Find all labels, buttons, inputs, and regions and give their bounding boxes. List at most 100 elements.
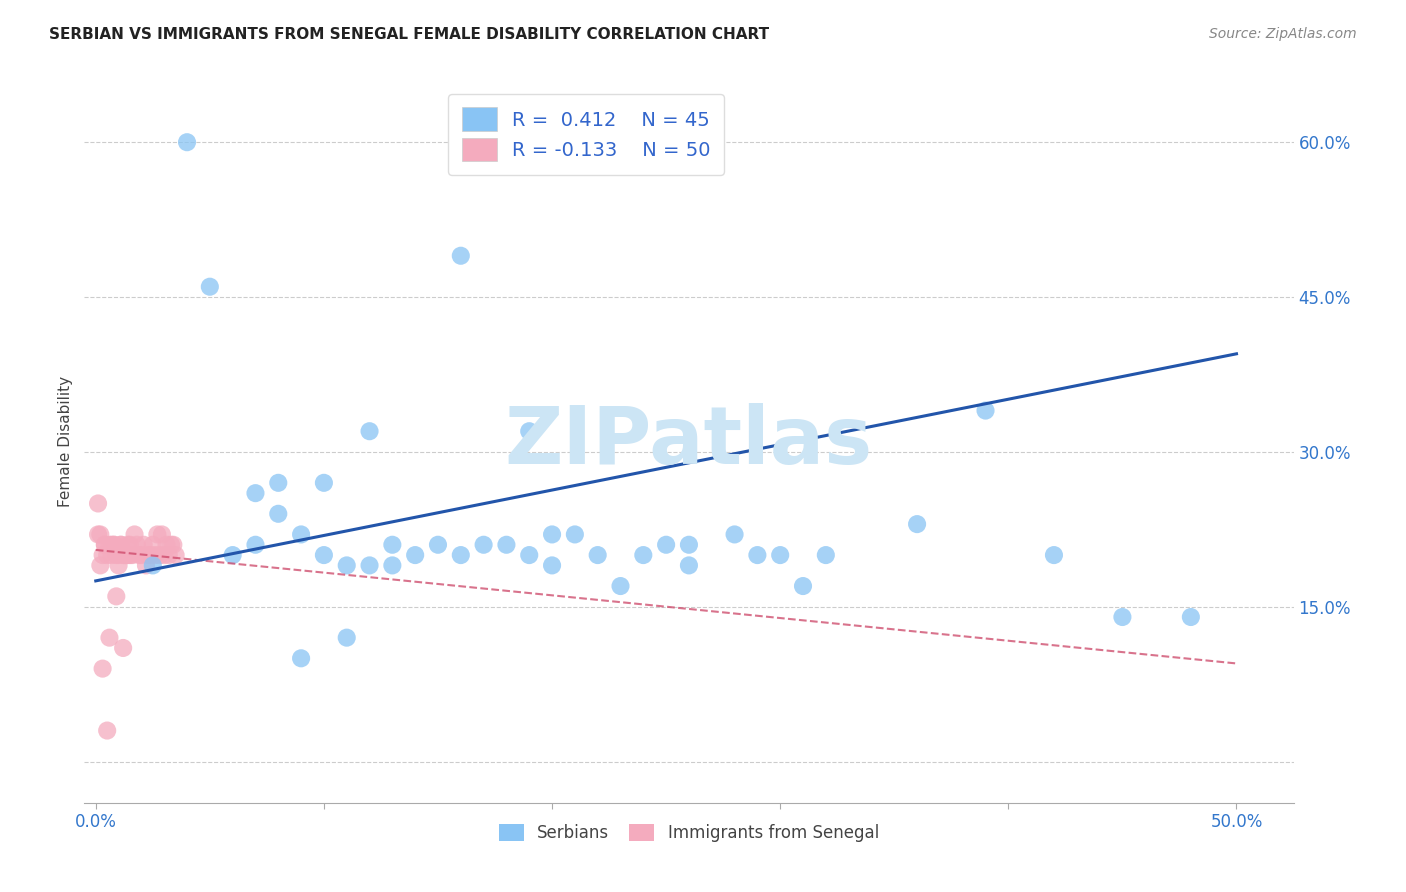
Point [107, 558, 129, 573]
Point [98, 538, 121, 552]
Y-axis label: Female Disability: Female Disability [58, 376, 73, 508]
Point [290, 651, 312, 665]
Point [131, 548, 153, 562]
Point [112, 548, 135, 562]
Point [814, 548, 837, 562]
Point [117, 538, 139, 552]
Point [450, 249, 472, 263]
Point [221, 548, 243, 562]
Point [381, 558, 404, 573]
Point [118, 548, 141, 562]
Point [103, 538, 125, 552]
Point [153, 548, 176, 562]
Point [100, 538, 122, 552]
Point [105, 548, 128, 562]
Point [91, 662, 114, 676]
Point [792, 579, 814, 593]
Point [94, 538, 117, 552]
Text: ZIPatlas: ZIPatlas [505, 402, 873, 481]
Text: SERBIAN VS IMMIGRANTS FROM SENEGAL FEMALE DISABILITY CORRELATION CHART: SERBIAN VS IMMIGRANTS FROM SENEGAL FEMAL… [49, 27, 769, 42]
Point [96, 723, 118, 738]
Point [103, 538, 125, 552]
Point [114, 548, 136, 562]
Point [118, 538, 141, 552]
Point [160, 538, 183, 552]
Point [905, 517, 928, 532]
Point [541, 558, 564, 573]
Point [87, 496, 110, 510]
Point [139, 548, 162, 562]
Point [609, 579, 631, 593]
Point [1043, 548, 1066, 562]
Point [98, 631, 121, 645]
Point [1111, 610, 1133, 624]
Point [427, 538, 450, 552]
Point [162, 538, 184, 552]
Point [114, 548, 136, 562]
Point [105, 590, 128, 604]
Point [267, 475, 290, 490]
Point [143, 548, 166, 562]
Point [586, 548, 609, 562]
Point [678, 558, 700, 573]
Point [107, 548, 129, 562]
Point [165, 548, 187, 562]
Point [472, 538, 495, 552]
Point [245, 538, 267, 552]
Point [135, 558, 157, 573]
Point [150, 527, 173, 541]
Point [142, 558, 165, 573]
Point [117, 548, 139, 562]
Point [146, 527, 169, 541]
Point [336, 558, 359, 573]
Point [132, 538, 155, 552]
Point [94, 538, 117, 552]
Point [128, 548, 150, 562]
Point [96, 548, 118, 562]
Legend: Serbians, Immigrants from Senegal: Serbians, Immigrants from Senegal [492, 817, 886, 848]
Point [91, 548, 114, 562]
Point [769, 548, 792, 562]
Point [359, 424, 381, 438]
Point [89, 527, 111, 541]
Point [267, 507, 290, 521]
Point [495, 538, 517, 552]
Point [110, 538, 132, 552]
Point [404, 548, 426, 562]
Point [747, 548, 769, 562]
Point [125, 538, 148, 552]
Point [124, 527, 146, 541]
Point [87, 527, 110, 541]
Point [541, 527, 564, 541]
Point [142, 538, 165, 552]
Point [381, 538, 404, 552]
Point [149, 548, 172, 562]
Point [517, 548, 540, 562]
Point [633, 548, 655, 562]
Point [450, 548, 472, 562]
Point [136, 548, 159, 562]
Point [359, 558, 381, 573]
Point [312, 475, 335, 490]
Point [245, 486, 267, 500]
Point [176, 135, 198, 149]
Point [974, 403, 997, 417]
Point [110, 538, 132, 552]
Point [1180, 610, 1202, 624]
Point [336, 631, 359, 645]
Point [155, 538, 177, 552]
Point [678, 538, 700, 552]
Point [157, 548, 180, 562]
Point [112, 640, 135, 655]
Point [121, 548, 143, 562]
Point [655, 538, 678, 552]
Point [100, 548, 122, 562]
Point [723, 527, 745, 541]
Text: Source: ZipAtlas.com: Source: ZipAtlas.com [1209, 27, 1357, 41]
Point [89, 558, 111, 573]
Point [290, 527, 312, 541]
Point [517, 424, 540, 438]
Point [198, 279, 221, 293]
Point [564, 527, 586, 541]
Point [312, 548, 335, 562]
